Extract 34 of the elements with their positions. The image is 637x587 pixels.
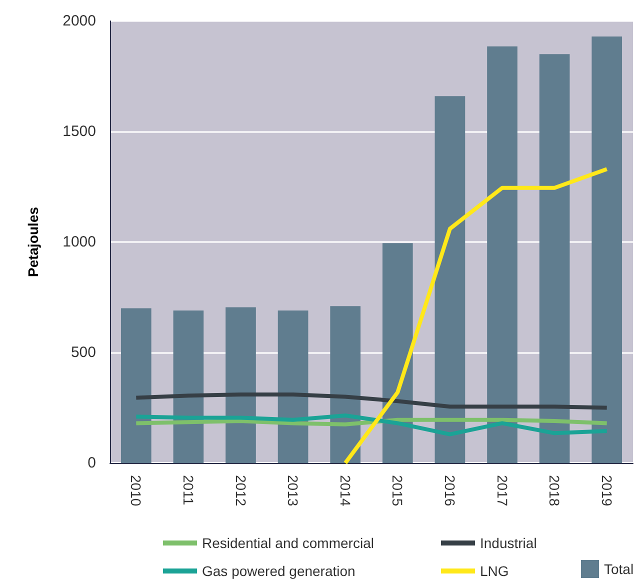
line-series	[134, 392, 609, 410]
x-tick-label: 2016	[442, 475, 458, 506]
y-tick-label: 1500	[62, 123, 96, 140]
bar	[226, 307, 256, 463]
legend-label: Industrial	[480, 535, 537, 551]
x-tick-label: 2017	[494, 475, 510, 506]
legend-label: Gas powered generation	[202, 563, 356, 579]
bar	[120, 308, 152, 463]
y-axis-title: Petajoules	[25, 206, 41, 278]
x-tick-label: 2011	[180, 475, 196, 506]
bar	[382, 243, 413, 463]
y-tick-label: 500	[70, 344, 96, 361]
legend-label: Residential and commercial	[202, 535, 374, 551]
x-tick-label: 2010	[128, 475, 144, 506]
bar	[539, 54, 570, 463]
bar	[487, 46, 518, 463]
legend-label: LNG	[480, 563, 509, 579]
legend-label: Total	[604, 561, 634, 577]
bar	[592, 36, 622, 463]
x-tick-label: 2018	[546, 475, 563, 506]
line-series	[343, 167, 609, 465]
bar	[173, 310, 204, 463]
bar	[330, 306, 361, 463]
x-tick-label: 2012	[232, 475, 249, 506]
x-tick-label: 2013	[285, 475, 302, 506]
line-series	[134, 413, 609, 436]
x-tick-label: 2015	[390, 475, 406, 506]
y-tick-label: 2000	[62, 12, 96, 30]
bar	[434, 96, 466, 463]
x-tick-label: 2014	[337, 475, 354, 506]
y-tick-label: 1000	[62, 234, 96, 250]
x-tick-label: 2019	[598, 475, 615, 506]
y-tick-label: 0	[88, 454, 96, 472]
bar	[278, 310, 308, 463]
